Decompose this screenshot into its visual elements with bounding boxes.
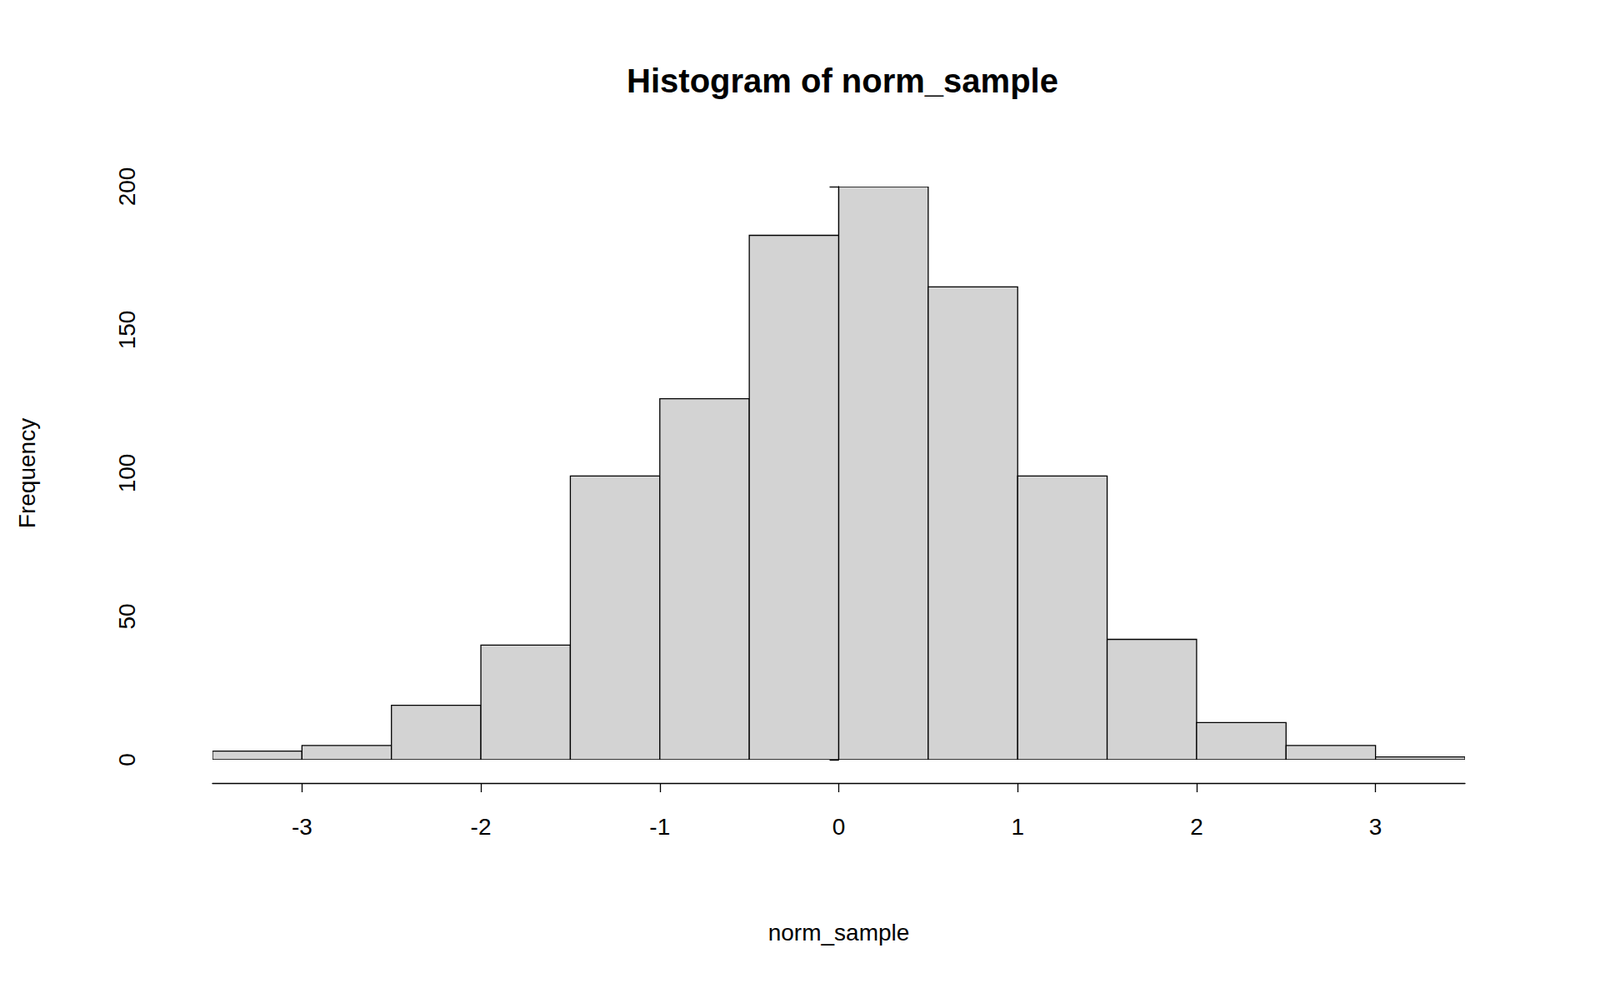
svg-text:0: 0 (832, 814, 846, 840)
svg-text:2: 2 (1190, 814, 1204, 840)
svg-text:100: 100 (114, 454, 140, 494)
svg-text:200: 200 (114, 167, 140, 207)
svg-text:-1: -1 (649, 814, 670, 840)
svg-text:1: 1 (1010, 814, 1025, 840)
svg-text:-3: -3 (291, 814, 313, 840)
svg-text:Histogram of norm_sample: Histogram of norm_sample (626, 62, 1059, 100)
svg-text:0: 0 (114, 753, 140, 767)
svg-text:3: 3 (1369, 814, 1383, 840)
svg-text:-2: -2 (470, 814, 492, 840)
svg-text:Frequency: Frequency (14, 418, 40, 529)
svg-text:150: 150 (114, 310, 140, 350)
svg-text:norm_sample: norm_sample (768, 920, 910, 946)
svg-text:50: 50 (114, 603, 140, 630)
